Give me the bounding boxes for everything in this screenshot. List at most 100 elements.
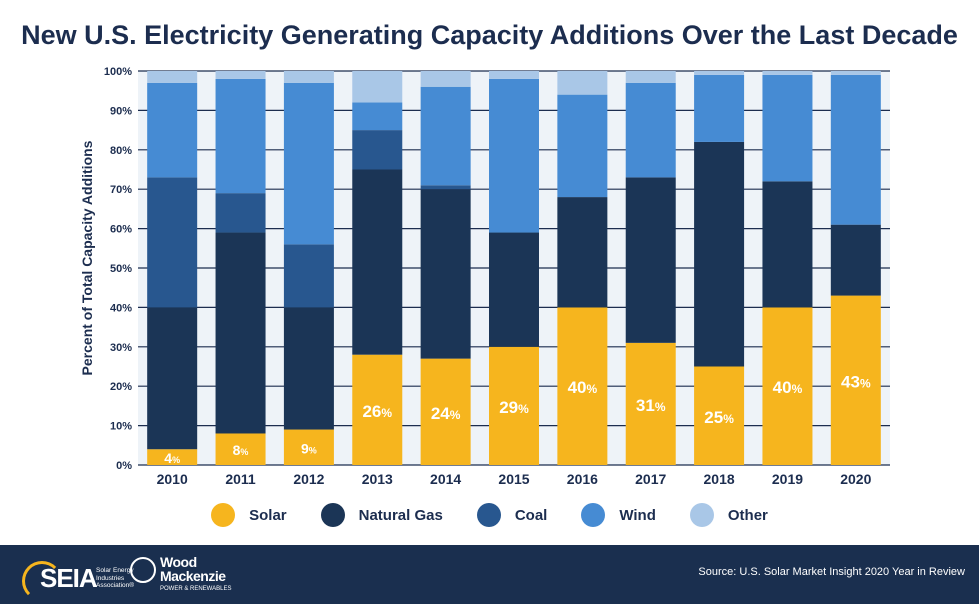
legend-swatch xyxy=(320,503,345,527)
bar-other xyxy=(830,71,881,75)
x-tick-label: 2011 xyxy=(225,471,256,487)
y-tick-label: 10% xyxy=(110,421,132,433)
data-label: 8% xyxy=(233,442,249,458)
legend-label: Coal xyxy=(514,506,548,524)
bar-coal xyxy=(420,185,471,190)
data-label: 24% xyxy=(431,404,461,423)
bar-solar xyxy=(147,449,198,465)
x-tick-label: 2019 xyxy=(772,471,803,487)
seia-logo-subtext: Solar Energy Industries Association® xyxy=(96,567,135,589)
bar-natural-gas xyxy=(489,232,539,347)
bar-solar xyxy=(830,295,881,465)
bar-other xyxy=(352,71,403,103)
y-tick-label: 20% xyxy=(110,381,132,393)
y-tick-label: 0% xyxy=(116,460,132,472)
bar-wind xyxy=(420,86,471,186)
data-labels: 4% 8% 9% 26% 24% 29% 40% 31% 25% 40% 43% xyxy=(164,372,871,466)
y-axis-label: Percent of Total Capacity Additions xyxy=(79,140,95,375)
data-label: 31% xyxy=(636,396,666,415)
bar-coal xyxy=(215,193,266,233)
y-tick-label: 40% xyxy=(110,302,132,314)
stacked-bar-chart: 4% 8% 9% 26% 24% 29% 40% 31% 25% 40% 43% 0% 10% 20% 3… xyxy=(79,66,890,487)
bar-coal xyxy=(147,177,198,308)
wood-mackenzie-logo: Wood Mackenzie POWER & RENEWABLES xyxy=(130,554,232,599)
y-tick-label: 30% xyxy=(110,342,132,354)
bar-solar xyxy=(694,366,745,465)
bar-wind xyxy=(694,74,745,142)
bar-natural-gas xyxy=(147,307,198,450)
bar-wind xyxy=(215,78,266,194)
bar-other xyxy=(489,71,539,79)
bar-natural-gas xyxy=(283,307,334,430)
seia-logo-text: SEIA xyxy=(40,563,98,593)
legend-swatch xyxy=(211,503,236,527)
data-label: 40% xyxy=(773,378,803,397)
bar-solar xyxy=(215,433,266,465)
x-tick-label: 2018 xyxy=(704,471,735,487)
legend-swatch xyxy=(689,503,714,527)
legend-item-coal: Coal xyxy=(476,503,548,527)
bar-natural-gas xyxy=(420,189,471,359)
y-tick-label: 70% xyxy=(110,184,132,196)
legend-label: Natural Gas xyxy=(358,506,443,524)
bar-wind xyxy=(352,102,403,131)
bar-wind xyxy=(762,74,813,182)
bar-solar xyxy=(625,342,676,465)
data-label: 29% xyxy=(499,398,529,417)
legend-item-natural-gas: Natural Gas xyxy=(320,503,443,527)
bars xyxy=(147,71,881,465)
bar-other xyxy=(625,71,676,83)
bar-other xyxy=(557,71,608,95)
bar-solar xyxy=(489,346,539,465)
bar-natural-gas xyxy=(215,232,266,434)
legend-label: Solar xyxy=(249,506,287,524)
footer-bar: SEIA Solar Energy Industries Association… xyxy=(0,545,979,604)
bar-other xyxy=(694,71,745,75)
bar-other xyxy=(283,71,334,83)
bar-natural-gas xyxy=(557,197,608,308)
axes: 0% 10% 20% 30% 40% 50% 60% 70% 80% 90% 100% 2010 201… xyxy=(104,66,872,487)
bar-other xyxy=(147,71,198,83)
seia-logo: SEIA Solar Energy Industries Association… xyxy=(10,553,134,601)
x-tick-label: 2014 xyxy=(430,471,461,487)
x-tick-label: 2016 xyxy=(567,471,598,487)
legend-item-wind: Wind xyxy=(581,503,656,527)
bar-wind xyxy=(489,78,539,233)
data-label: 26% xyxy=(362,402,392,421)
legend-item-solar: Solar xyxy=(211,503,287,527)
bar-wind xyxy=(147,82,198,178)
data-label: 40% xyxy=(568,378,598,397)
bar-wind xyxy=(830,74,881,225)
legend-swatch xyxy=(476,503,501,527)
wood-mackenzie-mark-icon xyxy=(130,557,156,583)
bar-wind xyxy=(625,82,676,178)
legend-swatch xyxy=(581,503,606,527)
bar-solar xyxy=(352,354,403,465)
bar-natural-gas xyxy=(625,177,676,343)
bar-natural-gas xyxy=(694,141,745,367)
bar-other xyxy=(762,71,813,75)
data-label: 9% xyxy=(301,440,317,456)
x-tick-label: 2015 xyxy=(498,471,529,487)
wood-mackenzie-subtext: POWER & RENEWABLES xyxy=(160,586,232,592)
bar-other xyxy=(420,71,471,87)
legend: Solar Natural Gas Coal Wind Other xyxy=(0,498,979,532)
data-label: 43% xyxy=(841,372,871,391)
bar-wind xyxy=(283,82,334,245)
y-tick-label: 90% xyxy=(110,105,132,117)
data-label: 25% xyxy=(704,408,734,427)
bar-solar xyxy=(420,358,471,465)
x-tick-label: 2020 xyxy=(840,471,871,487)
x-tick-label: 2010 xyxy=(157,471,188,487)
y-tick-label: 50% xyxy=(110,263,132,275)
legend-label: Other xyxy=(727,506,768,524)
y-tick-label: 100% xyxy=(104,66,132,78)
seia-sun-icon xyxy=(22,561,62,601)
bar-wind xyxy=(557,94,608,198)
legend-label: Wind xyxy=(619,506,656,524)
y-tick-label: 60% xyxy=(110,224,132,236)
wood-mackenzie-name: Wood Mackenzie xyxy=(160,554,226,584)
bar-coal xyxy=(352,130,403,170)
bar-other xyxy=(215,71,266,79)
chart-title: New U.S. Electricity Generating Capacity… xyxy=(21,20,958,50)
